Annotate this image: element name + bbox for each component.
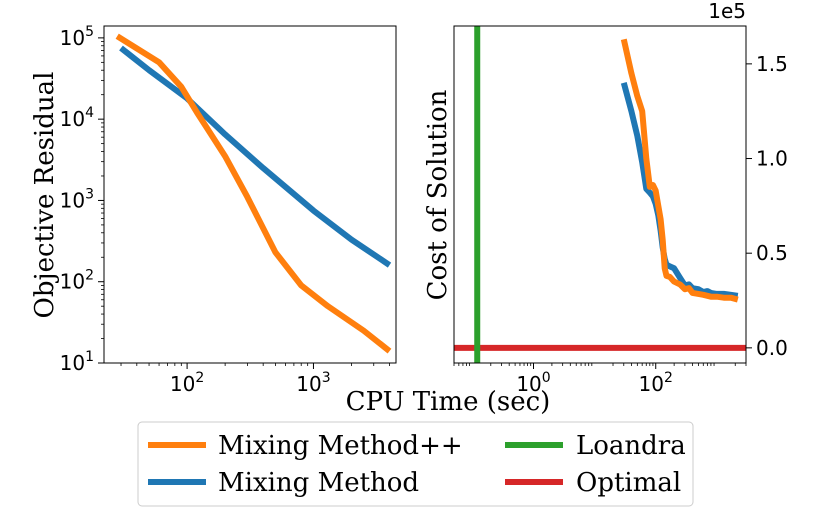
residual-axes: 101 102 103 104 105 102 103 [60,24,390,396]
cost-axes: 0.0 0.5 1.0 1.5 100 102 [453,52,788,396]
residual-y-axis-label: Objective Residual [30,72,60,319]
cost-x-tick-label: 100 [516,370,550,396]
residual-line-mixing-method [119,45,392,268]
residual-y-tick-label: 104 [60,105,94,131]
cost-plot-frame [453,25,747,364]
residual-y-tick-label: 101 [60,349,94,375]
cost-x-tick-label: 102 [639,370,673,396]
residual-plot-frame [103,25,397,364]
cost-y-tick-label: 1.5 [756,52,788,76]
cost-y-axis-label: Cost of Solution [423,89,453,300]
residual-y-tick-label: 105 [60,24,94,50]
residual-x-tick-label: 102 [170,370,204,396]
cost-line-mixing-method-plus-plus [620,38,739,303]
residual-y-tick-label: 102 [60,268,94,294]
cost-axis-offset-text: 1e5 [708,0,746,23]
legend-label-mixing-method: Mixing Method [218,468,419,498]
cost-y-tick-label: 1.0 [756,147,788,171]
residual-series [115,33,392,354]
residual-x-tick-label: 103 [296,370,330,396]
legend: Mixing Method++ Mixing Method Loandra Op… [137,421,694,507]
legend-label-loandra: Loandra [576,431,686,461]
residual-panel: 101 102 103 104 105 102 103 Objective Residual [30,24,397,396]
cost-panel: 0.0 0.5 1.0 1.5 100 102 Cost of Solution 1e5 [423,0,788,396]
residual-y-tick-label: 103 [60,186,94,212]
legend-label-optimal: Optimal [576,468,681,498]
x-axis-label: CPU Time (sec) [346,387,551,417]
residual-line-mixing-method-plus-plus [115,33,392,354]
cost-y-tick-label: 0.5 [756,241,788,265]
cost-y-tick-label: 0.0 [756,336,788,360]
cost-line-mixing-method [620,82,739,299]
cost-series [454,26,746,363]
legend-label-mixing-method-plus: Mixing Method++ [218,431,463,461]
